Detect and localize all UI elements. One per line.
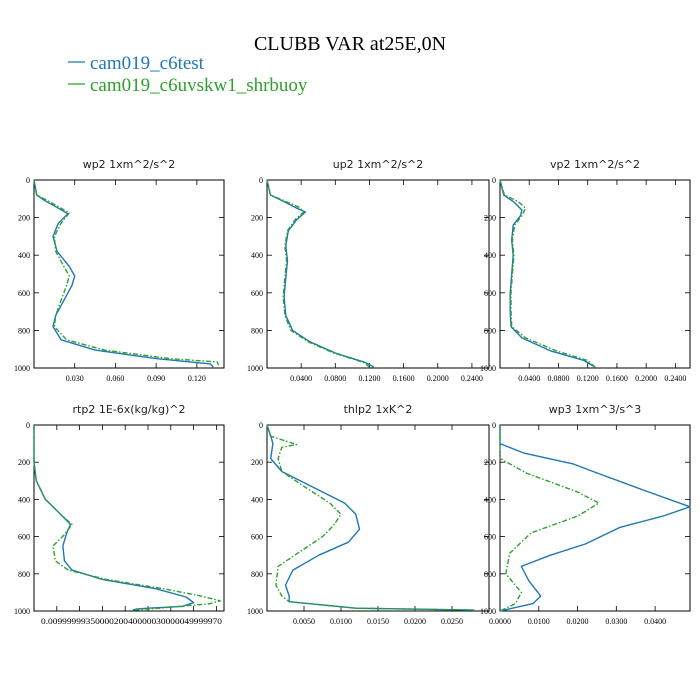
y-tick-label: 0 — [492, 176, 496, 185]
x-tick-label: 0.0800 — [547, 374, 569, 383]
y-tick-label: 800 — [251, 326, 263, 335]
y-tick-label: 0 — [492, 421, 496, 430]
y-tick-label: 1000 — [247, 607, 263, 616]
x-tick-label: 0.0400 — [644, 617, 666, 626]
series-line-cam019-c6uvskw1-shrbuoy — [33, 425, 221, 611]
y-tick-label: 800 — [484, 326, 496, 335]
series-line-cam019-c6test — [499, 179, 596, 368]
x-tick-label: 0.0400 — [518, 374, 540, 383]
x-tick-label: 0.2000 — [635, 374, 657, 383]
y-tick-label: 400 — [251, 251, 263, 260]
series-line-cam019-c6test — [266, 424, 475, 611]
y-tick-label: 1000 — [14, 607, 30, 616]
series-line-cam019-c6test — [33, 425, 195, 611]
y-tick-label: 200 — [18, 458, 30, 467]
x-tick-label: 0.0100 — [330, 617, 352, 626]
figure-title: CLUBB VAR at25E,0N — [254, 33, 446, 55]
y-tick-label: 0 — [259, 421, 263, 430]
y-tick-label: 0 — [26, 421, 30, 430]
y-tick-label: 1000 — [247, 364, 263, 373]
x-tick-label: 0.060 — [106, 374, 124, 383]
panel-2: up2 1xm^2/s^2 0 200 400 600 800 1000 0.0400 0.08… — [247, 158, 490, 383]
plot-frame — [499, 424, 691, 612]
plot-frame — [266, 179, 490, 369]
panel-5: thlp2 1xK^2 0 200 400 600 800 1000 0.0050 0.0100… — [247, 403, 490, 626]
x-tick-label: 0.2000 — [427, 374, 449, 383]
legend: cam019_c6test cam019_c6uvskw1_shrbuoy — [68, 53, 308, 96]
y-tick-label: 200 — [484, 458, 496, 467]
y-tick-label: 600 — [251, 533, 263, 542]
y-tick-label: 200 — [251, 458, 263, 467]
plot-frame — [266, 424, 490, 612]
x-tick-label: 0.1600 — [606, 374, 628, 383]
x-tick-label: 0.0800 — [324, 374, 346, 383]
x-tick-label: 0.0200 — [567, 617, 589, 626]
y-tick-label: 600 — [251, 289, 263, 298]
y-tick-label: 600 — [18, 533, 30, 542]
x-tick-label: 0.1600 — [393, 374, 415, 383]
panel-title: wp3 1xm^3/s^3 — [549, 403, 642, 416]
y-tick-label: 200 — [484, 214, 496, 223]
legend-label-cam019-c6uvskw1-shrbuoy: cam019_c6uvskw1_shrbuoy — [90, 75, 308, 96]
series-line-cam019-c6test — [33, 179, 214, 368]
x-tick-label: 0.0250 — [441, 617, 463, 626]
y-tick-label: 1000 — [14, 364, 30, 373]
series-line-cam019-c6uvskw1-shrbuoy — [266, 424, 475, 611]
panel-1: wp2 1xm^2/s^2 0 200 400 600 800 1000 0.030 0.060… — [14, 158, 225, 383]
y-tick-label: 400 — [18, 251, 30, 260]
panel-4: rtp2 1E-6x(kg/kg)^2 0 200 400 600 800 1000 0.00… — [14, 403, 225, 626]
x-tick-label: 0.0300 — [605, 617, 627, 626]
series-line-cam019-c6uvskw1-shrbuoy — [33, 179, 220, 366]
x-tick-label: 0.0200 — [404, 617, 426, 626]
y-tick-label: 600 — [484, 533, 496, 542]
series-line-cam019-c6test — [499, 425, 691, 612]
y-tick-label: 800 — [18, 326, 30, 335]
y-tick-label: 200 — [251, 214, 263, 223]
y-tick-label: 600 — [484, 289, 496, 298]
panel-title: vp2 1xm^2/s^2 — [550, 158, 640, 171]
panels: wp2 1xm^2/s^2 0 200 400 600 800 1000 0.030 0.060… — [14, 158, 691, 626]
series-line-cam019-c6test — [266, 179, 375, 368]
y-tick-label: 0 — [259, 176, 263, 185]
y-tick-label: 200 — [18, 214, 30, 223]
panel-3: vp2 1xm^2/s^2 0 200 400 600 800 1000 0.0400 0.08… — [480, 158, 691, 383]
x-tick-label: 0.0000 — [489, 617, 511, 626]
x-tick-label: 0.2400 — [461, 374, 483, 383]
x-tick-label: 0.1200 — [577, 374, 599, 383]
panel-title: up2 1xm^2/s^2 — [333, 158, 424, 171]
y-tick-label: 800 — [251, 570, 263, 579]
y-tick-label: 600 — [18, 289, 30, 298]
series-line-cam019-c6uvskw1-shrbuoy — [499, 179, 596, 368]
y-tick-label: 0 — [26, 176, 30, 185]
series-line-cam019-c6uvskw1-shrbuoy — [266, 179, 370, 368]
x-tick-label: 0.120 — [188, 374, 206, 383]
panel-title: thlp2 1xK^2 — [344, 403, 413, 416]
plot-frame — [499, 179, 691, 369]
panel-title: wp2 1xm^2/s^2 — [83, 158, 176, 171]
series-line-cam019-c6uvskw1-shrbuoy — [499, 425, 600, 612]
legend-label-cam019-c6test: cam019_c6test — [90, 53, 205, 74]
x-tick-label: 0.1200 — [358, 374, 380, 383]
y-tick-label: 400 — [18, 495, 30, 504]
x-tick-labels-overlapping: 0.0099999935000020040000030000049999970 — [41, 617, 222, 626]
plot-frame — [33, 424, 225, 612]
x-tick-label: 0.2400 — [664, 374, 686, 383]
plot-frame — [33, 179, 225, 369]
x-tick-label: 0.030 — [66, 374, 84, 383]
panel-title: rtp2 1E-6x(kg/kg)^2 — [73, 403, 186, 416]
y-tick-label: 1000 — [480, 607, 496, 616]
x-tick-label: 0.0050 — [293, 617, 315, 626]
x-tick-label: 0.0150 — [367, 617, 389, 626]
x-tick-label: 0.090 — [147, 374, 165, 383]
x-tick-label: 0.0400 — [290, 374, 312, 383]
y-tick-label: 1000 — [480, 364, 496, 373]
y-tick-label: 800 — [18, 570, 30, 579]
y-tick-label: 400 — [484, 251, 496, 260]
y-tick-label: 400 — [484, 495, 496, 504]
y-tick-label: 800 — [484, 570, 496, 579]
x-tick-label: 0.0100 — [528, 617, 550, 626]
y-tick-label: 400 — [251, 495, 263, 504]
